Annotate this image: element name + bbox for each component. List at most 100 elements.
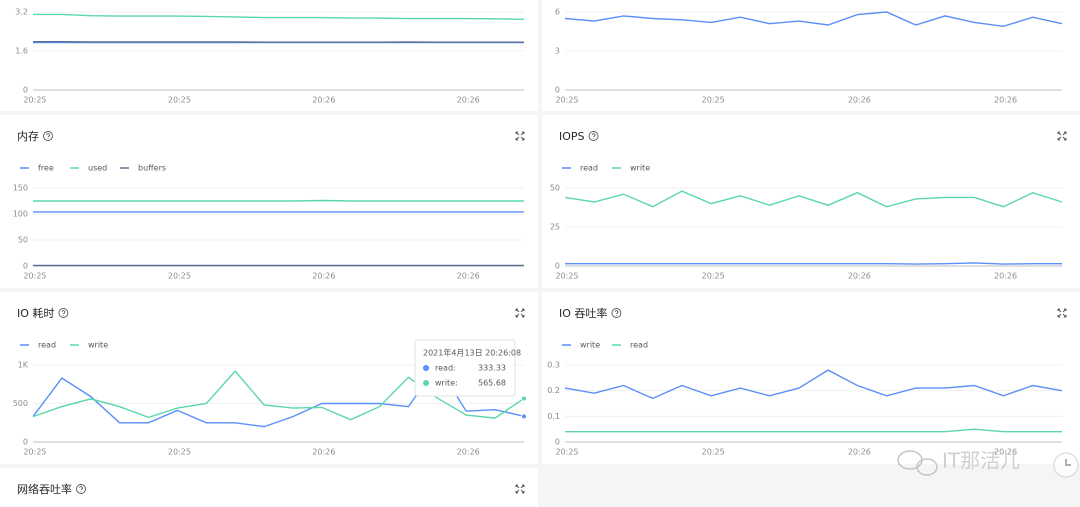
legend-label[interactable]: free xyxy=(38,164,54,173)
hover-point xyxy=(521,395,527,402)
panel: 0 3 6 20:25 20:25 20:26 20:26 xyxy=(542,0,1080,111)
y-tick-label: 1K xyxy=(18,361,29,370)
tooltip-value: 333.33 xyxy=(478,364,506,373)
expand-icon[interactable] xyxy=(1057,308,1067,318)
series-line xyxy=(564,190,1063,208)
expand-icon[interactable] xyxy=(1057,131,1067,141)
x-tick-label: 20:26 xyxy=(457,448,480,457)
x-tick-label: 20:25 xyxy=(168,96,191,105)
watermark-text: IT那活儿 xyxy=(942,449,1020,473)
help-mark xyxy=(61,310,66,316)
tooltip-dot xyxy=(423,380,429,386)
help-icon[interactable] xyxy=(58,308,69,318)
panel-bg xyxy=(542,292,1080,464)
x-tick-label: 20:25 xyxy=(23,96,46,105)
watermark-icon xyxy=(916,458,938,476)
x-tick-label: 20:25 xyxy=(555,448,578,457)
legend-label[interactable]: write xyxy=(630,164,650,173)
y-tick-label: 100 xyxy=(13,210,28,219)
y-tick-label: 25 xyxy=(550,223,560,232)
series-line xyxy=(564,369,1063,400)
legend-label[interactable]: read xyxy=(630,341,648,350)
tooltip-label: write: xyxy=(435,379,458,388)
clock-hands xyxy=(1065,459,1071,466)
series-line xyxy=(33,199,524,202)
y-tick-label: 500 xyxy=(13,399,28,408)
y-tick-label: 0 xyxy=(555,438,560,447)
y-tick-label: 1.6 xyxy=(15,47,28,56)
x-tick-label: 20:26 xyxy=(312,272,335,281)
tooltip: 2021年4月13日 20:26:08 read: 333.33 write: … xyxy=(414,339,521,397)
legend-label[interactable]: write xyxy=(580,341,600,350)
x-tick-label: 20:26 xyxy=(848,96,871,105)
help-icon[interactable] xyxy=(588,131,599,141)
legend-label[interactable]: read xyxy=(38,341,56,350)
x-tick-label: 20:26 xyxy=(457,96,480,105)
y-tick-label: 0.3 xyxy=(547,361,560,370)
y-tick-label: 0.1 xyxy=(547,412,560,421)
panel: 内存 free used buffers 0 50 100 150 20:25 20:25 20:2… xyxy=(0,115,538,288)
x-tick-label: 20:25 xyxy=(23,272,46,281)
panel: 网络吞吐率 xyxy=(0,468,538,507)
y-tick-label: 0 xyxy=(555,262,560,271)
x-tick-label: 20:26 xyxy=(994,96,1017,105)
panel-title: IO 吞吐率 xyxy=(559,306,607,320)
panel: IO 吞吐率 write read 0 0.1 0.2 0.3 20:25 20:25 20:26… xyxy=(542,292,1080,464)
y-tick-label: 3 xyxy=(555,47,560,56)
expand-icon[interactable] xyxy=(515,131,525,141)
x-tick-label: 20:25 xyxy=(555,272,578,281)
x-tick-label: 20:25 xyxy=(168,272,191,281)
y-tick-label: 3.2 xyxy=(15,8,28,17)
expand-icon[interactable] xyxy=(515,484,525,494)
series-line xyxy=(33,41,524,43)
tooltip-box xyxy=(414,339,516,397)
panel-bg xyxy=(0,0,538,111)
x-tick-label: 20:26 xyxy=(848,448,871,457)
panel-title: IOPS xyxy=(559,130,585,143)
panel: 0 1.6 3.2 20:25 20:25 20:26 20:26 xyxy=(0,0,538,111)
x-tick-label: 20:26 xyxy=(994,272,1017,281)
x-tick-label: 20:25 xyxy=(702,272,725,281)
help-icon[interactable] xyxy=(76,484,86,494)
tooltip-label: read: xyxy=(435,364,456,373)
legend-label[interactable]: used xyxy=(88,164,107,173)
legend-label[interactable]: write xyxy=(88,341,108,350)
help-mark xyxy=(614,310,619,316)
tooltip-title: 2021年4月13日 20:26:08 xyxy=(423,348,521,358)
y-tick-label: 0.2 xyxy=(547,386,560,395)
x-tick-label: 20:25 xyxy=(23,448,46,457)
expand-icon[interactable] xyxy=(515,308,525,318)
x-tick-label: 20:26 xyxy=(312,448,335,457)
y-tick-label: 6 xyxy=(555,8,560,17)
panel-bg xyxy=(542,0,1080,111)
y-tick-label: 150 xyxy=(13,184,28,193)
tooltip-value: 565.68 xyxy=(478,379,506,388)
series-line xyxy=(564,11,1063,28)
y-tick-label: 0 xyxy=(23,86,28,95)
tooltip-dot xyxy=(423,365,429,371)
y-tick-label: 0 xyxy=(23,438,28,447)
x-tick-label: 20:25 xyxy=(168,448,191,457)
help-icon[interactable] xyxy=(611,308,622,318)
y-tick-label: 0 xyxy=(23,262,28,271)
x-tick-label: 20:25 xyxy=(702,448,725,457)
panel-title: 网络吞吐率 xyxy=(17,482,72,496)
y-tick-label: 0 xyxy=(555,86,560,95)
series-line xyxy=(565,262,1062,265)
series-line xyxy=(33,13,525,20)
legend-label[interactable]: buffers xyxy=(138,164,166,173)
y-tick-label: 50 xyxy=(550,184,560,193)
x-tick-label: 20:26 xyxy=(457,272,480,281)
panel-title: 内存 xyxy=(17,129,39,143)
legend-label[interactable]: read xyxy=(580,164,598,173)
panel-title: IO 耗时 xyxy=(17,307,54,320)
help-mark xyxy=(46,133,51,139)
x-tick-label: 20:26 xyxy=(994,448,1017,457)
watermark: IT那活儿 xyxy=(897,449,1079,478)
panel: IOPS read write 0 25 50 20:25 20:25 20:26 20:26 xyxy=(542,115,1080,288)
panel-bg xyxy=(542,115,1080,288)
help-icon[interactable] xyxy=(43,131,53,141)
x-tick-label: 20:26 xyxy=(848,272,871,281)
